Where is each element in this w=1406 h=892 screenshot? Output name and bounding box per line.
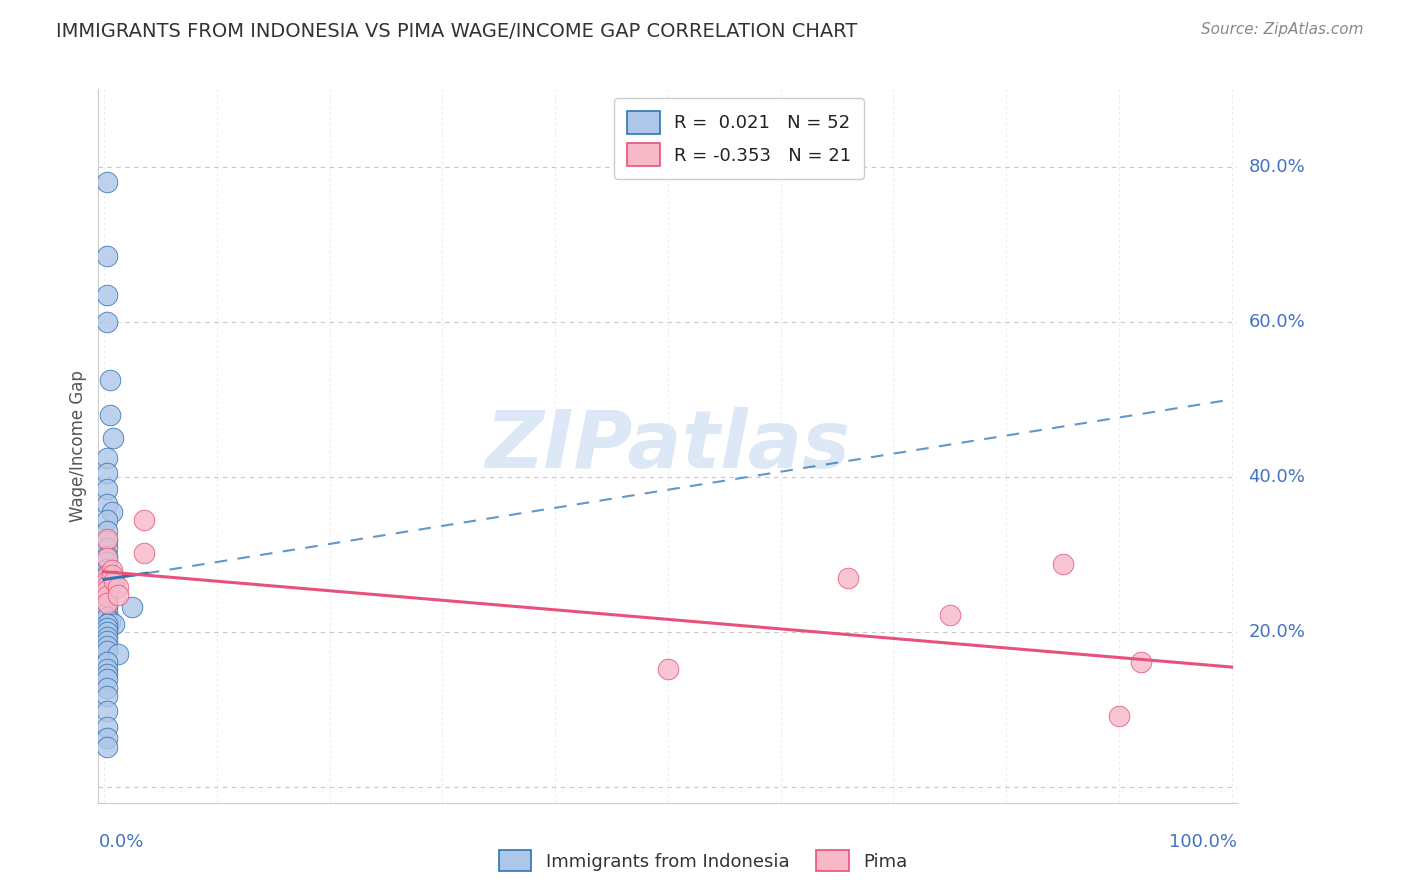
Point [657, 662, 679, 676]
Point [96, 621, 118, 635]
Point [96, 574, 118, 588]
Point [96, 634, 118, 648]
Text: Source: ZipAtlas.com: Source: ZipAtlas.com [1201, 22, 1364, 37]
Point [96, 249, 118, 263]
Point [96, 667, 118, 681]
Text: 60.0%: 60.0% [1249, 313, 1305, 331]
Point [96, 662, 118, 676]
Point [96, 597, 118, 611]
Text: 100.0%: 100.0% [1170, 833, 1237, 851]
Point [96, 639, 118, 653]
Point [96, 524, 118, 539]
Point [96, 605, 118, 619]
Point [96, 287, 118, 301]
Point [96, 689, 118, 703]
Text: 80.0%: 80.0% [1249, 158, 1305, 176]
Point [121, 600, 143, 615]
Point [96, 590, 118, 604]
Point [96, 450, 118, 465]
Point [96, 681, 118, 695]
Point [96, 609, 118, 624]
Point [1130, 655, 1153, 669]
Point [96, 630, 118, 644]
Point [96, 586, 118, 600]
Text: ZIPatlas: ZIPatlas [485, 407, 851, 485]
Point [96, 533, 118, 548]
Point [96, 569, 118, 583]
Point [96, 541, 118, 556]
Point [96, 739, 118, 754]
Point [103, 617, 125, 632]
Point [96, 644, 118, 658]
Text: 20.0%: 20.0% [1249, 624, 1305, 641]
Point [98, 577, 121, 591]
Point [101, 567, 124, 582]
Point [96, 582, 118, 596]
Point [101, 431, 124, 445]
Point [96, 555, 118, 569]
Point [96, 566, 118, 581]
Legend: Immigrants from Indonesia, Pima: Immigrants from Indonesia, Pima [491, 843, 915, 879]
Point [107, 580, 129, 594]
Point [1108, 709, 1130, 723]
Point [1052, 557, 1074, 571]
Point [107, 647, 129, 661]
Point [96, 577, 118, 591]
Point [96, 596, 118, 610]
Point [103, 574, 125, 588]
Point [98, 408, 121, 422]
Point [96, 561, 118, 575]
Point [837, 571, 859, 585]
Text: 40.0%: 40.0% [1249, 468, 1305, 486]
Y-axis label: Wage/Income Gap: Wage/Income Gap [69, 370, 87, 522]
Point [96, 315, 118, 329]
Point [96, 579, 118, 593]
Point [96, 720, 118, 734]
Point [96, 482, 118, 496]
Point [96, 573, 118, 587]
Point [96, 466, 118, 480]
Point [96, 600, 118, 615]
Point [96, 175, 118, 189]
Legend: R =  0.021   N = 52, R = -0.353   N = 21: R = 0.021 N = 52, R = -0.353 N = 21 [614, 98, 863, 179]
Point [107, 588, 129, 602]
Point [132, 513, 155, 527]
Point [132, 546, 155, 560]
Text: 0.0%: 0.0% [98, 833, 143, 851]
Point [96, 549, 118, 563]
Point [96, 625, 118, 640]
Point [101, 505, 124, 519]
Point [96, 591, 118, 605]
Point [938, 608, 960, 623]
Point [96, 704, 118, 718]
Text: IMMIGRANTS FROM INDONESIA VS PIMA WAGE/INCOME GAP CORRELATION CHART: IMMIGRANTS FROM INDONESIA VS PIMA WAGE/I… [56, 22, 858, 41]
Point [96, 672, 118, 686]
Point [98, 373, 121, 387]
Point [96, 617, 118, 632]
Point [96, 655, 118, 669]
Point [96, 731, 118, 746]
Point [96, 532, 118, 546]
Point [96, 551, 118, 566]
Point [96, 497, 118, 511]
Point [96, 513, 118, 527]
Point [101, 577, 124, 591]
Point [96, 583, 118, 598]
Point [98, 614, 121, 628]
Point [101, 563, 124, 577]
